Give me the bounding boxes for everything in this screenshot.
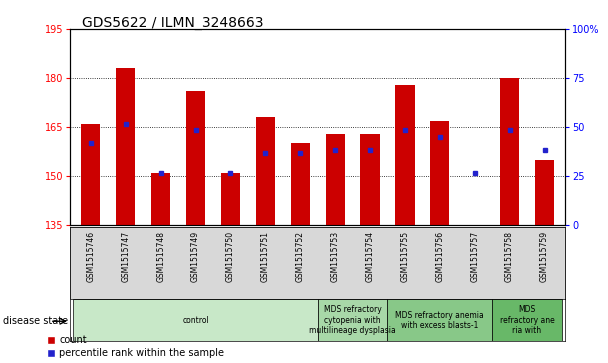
- Bar: [492, 299, 562, 341]
- Bar: [116, 68, 136, 225]
- Text: MDS refractory
cytopenia with
multilineage dysplasia: MDS refractory cytopenia with multilinea…: [309, 305, 396, 335]
- Text: disease state: disease state: [3, 316, 68, 326]
- Bar: [74, 299, 318, 341]
- Text: MDS refractory anemia
with excess blasts-1: MDS refractory anemia with excess blasts…: [395, 311, 484, 330]
- Text: GSM1515746: GSM1515746: [86, 231, 95, 282]
- Text: GSM1515756: GSM1515756: [435, 231, 444, 282]
- Bar: [221, 173, 240, 225]
- Bar: [186, 91, 205, 225]
- Text: GSM1515752: GSM1515752: [295, 231, 305, 281]
- Text: GSM1515759: GSM1515759: [540, 231, 549, 282]
- Bar: [387, 299, 492, 341]
- Text: GSM1515758: GSM1515758: [505, 231, 514, 281]
- Text: GSM1515750: GSM1515750: [226, 231, 235, 282]
- Text: GSM1515755: GSM1515755: [401, 231, 409, 282]
- Bar: [395, 85, 415, 225]
- Bar: [151, 173, 170, 225]
- Text: GSM1515751: GSM1515751: [261, 231, 270, 281]
- Bar: [318, 299, 387, 341]
- Text: GSM1515747: GSM1515747: [121, 231, 130, 282]
- Bar: [361, 134, 379, 225]
- Text: MDS
refractory ane
ria with: MDS refractory ane ria with: [500, 305, 554, 335]
- Text: GDS5622 / ILMN_3248663: GDS5622 / ILMN_3248663: [82, 16, 264, 30]
- Text: GSM1515749: GSM1515749: [191, 231, 200, 282]
- Bar: [256, 117, 275, 225]
- Bar: [500, 78, 519, 225]
- Text: GSM1515748: GSM1515748: [156, 231, 165, 281]
- Legend: count, percentile rank within the sample: count, percentile rank within the sample: [47, 335, 224, 358]
- Text: GSM1515754: GSM1515754: [365, 231, 375, 282]
- Bar: [535, 160, 554, 225]
- Bar: [291, 143, 310, 225]
- Bar: [325, 134, 345, 225]
- Bar: [81, 124, 100, 225]
- Text: GSM1515757: GSM1515757: [470, 231, 479, 282]
- Bar: [430, 121, 449, 225]
- Text: GSM1515753: GSM1515753: [331, 231, 340, 282]
- Text: control: control: [182, 316, 209, 325]
